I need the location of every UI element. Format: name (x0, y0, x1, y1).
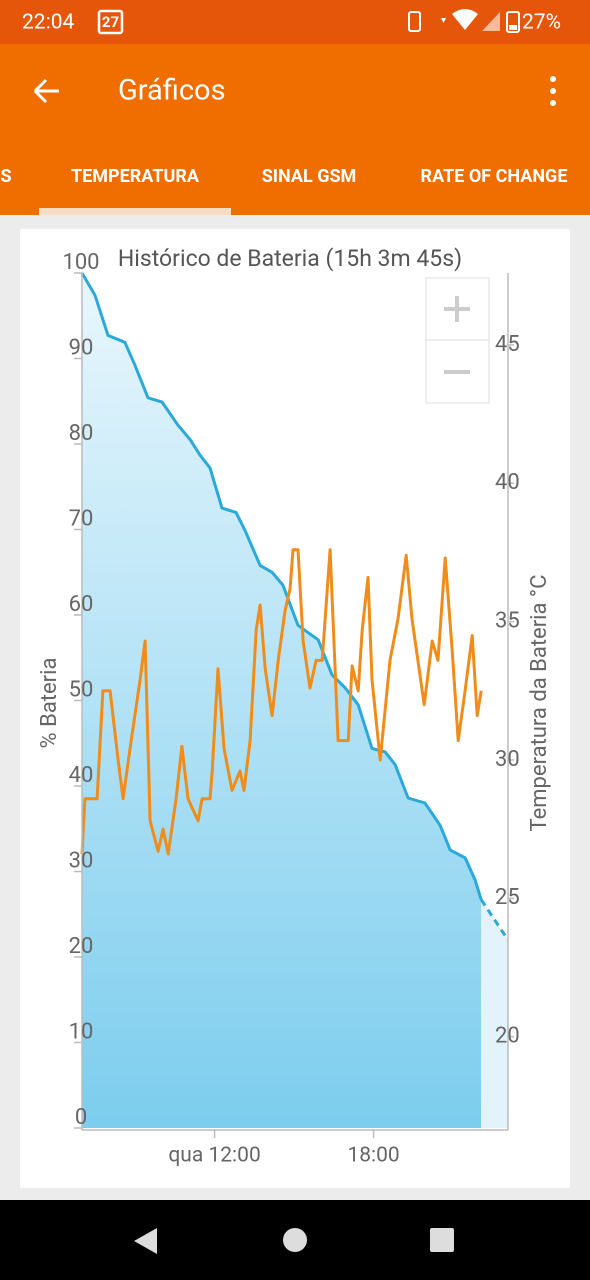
battery-level (509, 25, 517, 30)
y-tick-label: 70 (69, 506, 94, 531)
y2-tick-label: 40 (495, 470, 520, 495)
app-bar (0, 44, 590, 215)
tab-bar: S TEMPERATURA SINAL GSM RATE OF CHANGE (0, 166, 567, 215)
overflow-menu[interactable] (550, 76, 556, 106)
wifi-icon (452, 9, 478, 30)
y-tick-label: 20 (69, 934, 94, 959)
y-axis-label: % Bateria (37, 658, 62, 749)
y2-tick-label: 45 (495, 332, 520, 357)
tab[interactable]: RATE OF CHANGE (421, 166, 568, 187)
y-tick-label: 80 (69, 421, 94, 446)
y-tick-label: 60 (69, 592, 94, 617)
y2-tick-label: 30 (495, 747, 520, 772)
y-tick-label: 50 (69, 677, 94, 702)
x-tick-label: qua 12:00 (168, 1144, 260, 1168)
series-line (80, 272, 483, 901)
y2-tick-label: 25 (495, 885, 520, 910)
tab[interactable]: TEMPERATURA (71, 166, 200, 187)
y-tick-label: 100 (62, 250, 99, 275)
nav-recents[interactable] (430, 1228, 454, 1252)
y-tick-label: 0 (75, 1105, 87, 1130)
nav-home[interactable] (283, 1228, 307, 1252)
y2-tick-label: 35 (495, 608, 520, 633)
y-tick-label: 40 (69, 763, 94, 788)
y2-tick-label: 20 (495, 1024, 520, 1049)
vibrate-icon (408, 11, 421, 32)
zoom-in[interactable] (444, 296, 470, 322)
tab[interactable]: S (0, 166, 11, 187)
chart: 0 10 20 30 40 50 60 70 80 90 100 20 25 30 35 40 45 qua 12… (37, 245, 552, 1167)
tab[interactable]: SINAL GSM (262, 166, 357, 187)
series-area (481, 899, 508, 1128)
app-title: Gráficos (118, 74, 226, 108)
tab-indicator (39, 208, 231, 215)
signal-icon (482, 12, 500, 31)
clock: 22:04 (22, 11, 74, 35)
battery-icon (506, 11, 520, 33)
data-icon (441, 18, 446, 23)
y-tick-label: 90 (69, 335, 94, 360)
calendar-icon (97, 9, 124, 35)
zoom-control (425, 277, 490, 404)
status-bar (0, 0, 590, 44)
series-area (82, 273, 482, 1128)
calendar-day: 27 (102, 13, 119, 31)
battery-percent: 27% (522, 11, 561, 35)
back-button[interactable] (33, 78, 59, 104)
y2-axis-label: Temperatura da Bateria °C (527, 575, 552, 832)
series-line (479, 898, 510, 941)
series-line (80, 548, 483, 856)
y-tick-label: 30 (69, 848, 94, 873)
nav-back[interactable] (134, 1228, 157, 1254)
chart-title: Histórico de Bateria (15h 3m 45s) (118, 245, 462, 272)
y-tick-label: 10 (69, 1019, 94, 1044)
x-tick-label: 18:00 (347, 1144, 399, 1168)
